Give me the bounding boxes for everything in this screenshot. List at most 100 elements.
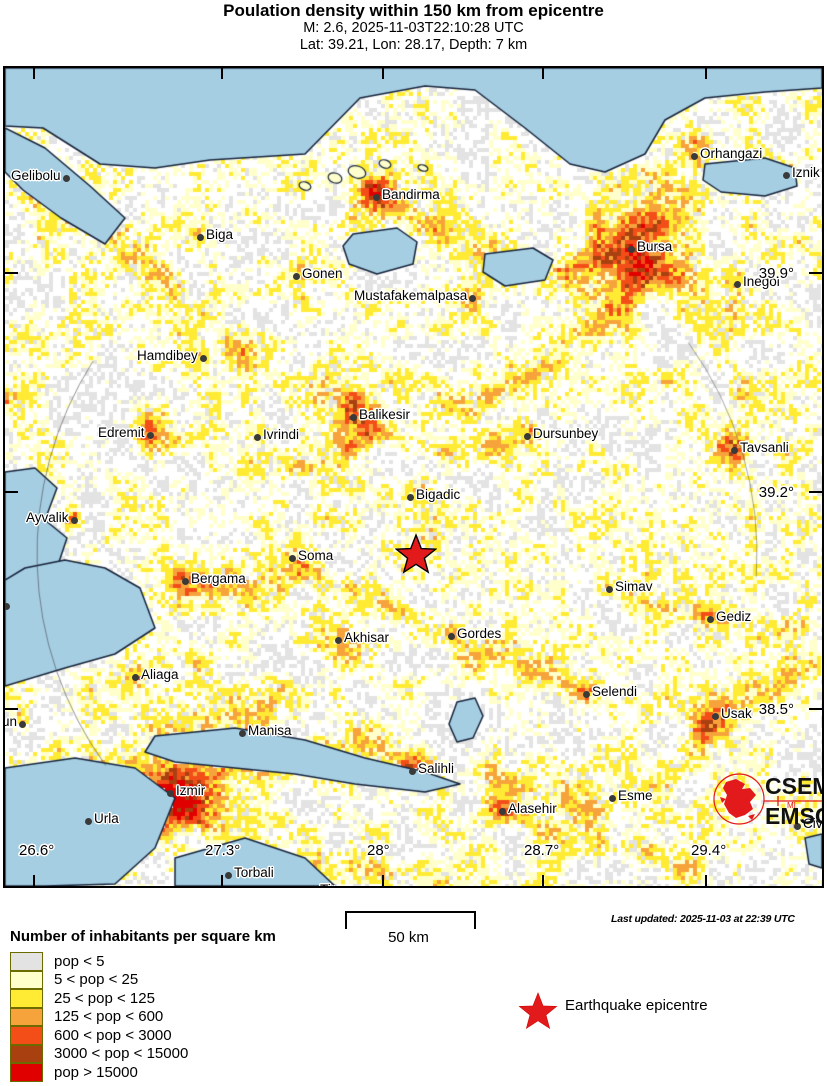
city-label: Iznik: [792, 165, 820, 180]
legend-swatch: [10, 970, 43, 989]
legend-row: 3000 < pop < 15000: [10, 1044, 340, 1063]
city-label: Manisa: [248, 723, 292, 738]
city-dot: [254, 434, 261, 441]
quake-magnitude-time: M: 2.6, 2025-11-03T22:10:28 UTC: [303, 20, 524, 36]
city-dot: [19, 721, 26, 728]
page-title: Poulation density within 150 km from epi…: [223, 1, 604, 20]
city-label: Torbali: [234, 865, 274, 880]
city-label: Tavsanli: [740, 440, 789, 455]
city-label: Soma: [298, 548, 334, 563]
legend-label: 5 < pop < 25: [54, 971, 139, 988]
legend-label: 125 < pop < 600: [54, 1008, 164, 1025]
scale-bar-label: 50 km: [388, 929, 429, 946]
city-dot: [499, 808, 506, 815]
lat-label-39-2: 39.2°: [758, 484, 794, 501]
city-dot: [794, 823, 801, 830]
city-dot: [583, 691, 590, 698]
lon-label-29-4: 29.4°: [691, 842, 727, 859]
legend-row: pop > 15000: [10, 1063, 340, 1082]
city-label: Dursunbey: [533, 426, 599, 441]
city-dot: [731, 447, 738, 454]
city-dot: [293, 273, 300, 280]
city-dot: [407, 494, 414, 501]
city-dot: [239, 730, 246, 737]
map-header: Poulation density within 150 km from epi…: [0, 0, 827, 66]
city-dot: [147, 432, 154, 439]
city-dot: [289, 555, 296, 562]
lon-tick-28-7: [542, 875, 544, 886]
epicentre-legend-label: Earthquake epicentre: [565, 997, 708, 1014]
lon-tick-27-3: [221, 875, 223, 886]
city-label: Biga: [206, 227, 234, 242]
legend-swatch: [10, 1044, 43, 1063]
lat-tick-38-5: [809, 708, 822, 710]
legend-swatch: [10, 1026, 43, 1045]
quake-location: Lat: 39.21, Lon: 28.17, Depth: 7 km: [299, 37, 528, 53]
city-dot: [71, 517, 78, 524]
legend-swatch: [10, 952, 43, 971]
svg-text:CSEM: CSEM: [765, 773, 824, 799]
city-label: Bergama: [191, 571, 246, 586]
legend-label: 25 < pop < 125: [54, 989, 155, 1007]
city-label: Salihli: [418, 761, 455, 776]
legend-row: 5 < pop < 25: [10, 970, 340, 989]
city-label: Aliaga: [141, 667, 179, 682]
city-dot: [734, 281, 741, 288]
city-dot: [606, 586, 613, 593]
svg-text:MI: MI: [787, 801, 796, 810]
city-dot: [691, 153, 698, 160]
earthquake-epicentre-star[interactable]: [394, 533, 438, 580]
city-dot: [350, 414, 357, 421]
city-label: Usak: [721, 706, 752, 721]
city-label: Inegol: [743, 274, 780, 289]
lon-tick-26-6: [33, 875, 35, 886]
city-dot: [225, 872, 232, 879]
city-label: Esme: [618, 788, 653, 803]
lon-tick-29-4: [705, 875, 707, 886]
lat-tick-left-39-9: [5, 272, 18, 274]
city-label: Akhisar: [344, 630, 390, 645]
city-dot: [707, 616, 714, 623]
city-label: Simav: [615, 579, 653, 594]
city-dot: [197, 234, 204, 241]
legend-row: 600 < pop < 3000: [10, 1026, 340, 1045]
legend-swatch: [10, 989, 43, 1008]
last-updated-text: Last updated: 2025-11-03 at 22:39 UTC: [611, 913, 795, 925]
epicentre-legend-star-icon: [518, 991, 558, 1036]
city-dot: [609, 795, 616, 802]
population-density-raster: [5, 68, 822, 886]
city-label: Civril: [803, 816, 823, 831]
city-label: Selendi: [592, 684, 638, 699]
city-dot: [469, 295, 476, 302]
population-density-map[interactable]: Gelibolu Bandirma Orhangazi Iznik Biga Bursa G…: [3, 66, 824, 888]
city-label: Izmir: [176, 783, 206, 798]
city-label: Alasehir: [508, 801, 557, 816]
lat-tick-left-39-2: [5, 491, 18, 493]
city-dot: [63, 175, 70, 182]
city-label: Gonen: [302, 266, 343, 281]
city-dot: [373, 194, 380, 201]
city-dot: [409, 768, 416, 775]
lon-tick-top-28-7: [542, 68, 544, 79]
legend-row: pop < 5: [10, 952, 340, 971]
lon-label-28: 28°: [367, 842, 390, 859]
city-label: Karaburun: [3, 714, 18, 729]
legend-row: 25 < pop < 125: [10, 989, 340, 1008]
legend-label: 3000 < pop < 15000: [54, 1045, 189, 1062]
city-dot: [783, 172, 790, 179]
city-label: Balikesir: [359, 407, 411, 422]
lon-tick-top-29-4: [705, 68, 707, 79]
svg-text:EMSC: EMSC: [765, 803, 824, 829]
city-label: Gelibolu: [11, 168, 61, 183]
city-label: Edremit: [98, 425, 145, 440]
lat-tick-left-38-5: [5, 708, 18, 710]
lat-label-39-9: 39.9°: [758, 265, 794, 282]
emsc-logo: CSEM EMSC MI: [712, 768, 824, 829]
city-dot: [5, 603, 10, 610]
lon-label-27-3: 27.3°: [205, 842, 241, 859]
city-dot: [524, 433, 531, 440]
city-dot: [712, 713, 719, 720]
city-dot: [85, 818, 92, 825]
scale-bar: [345, 911, 476, 929]
city-dot: [200, 355, 207, 362]
